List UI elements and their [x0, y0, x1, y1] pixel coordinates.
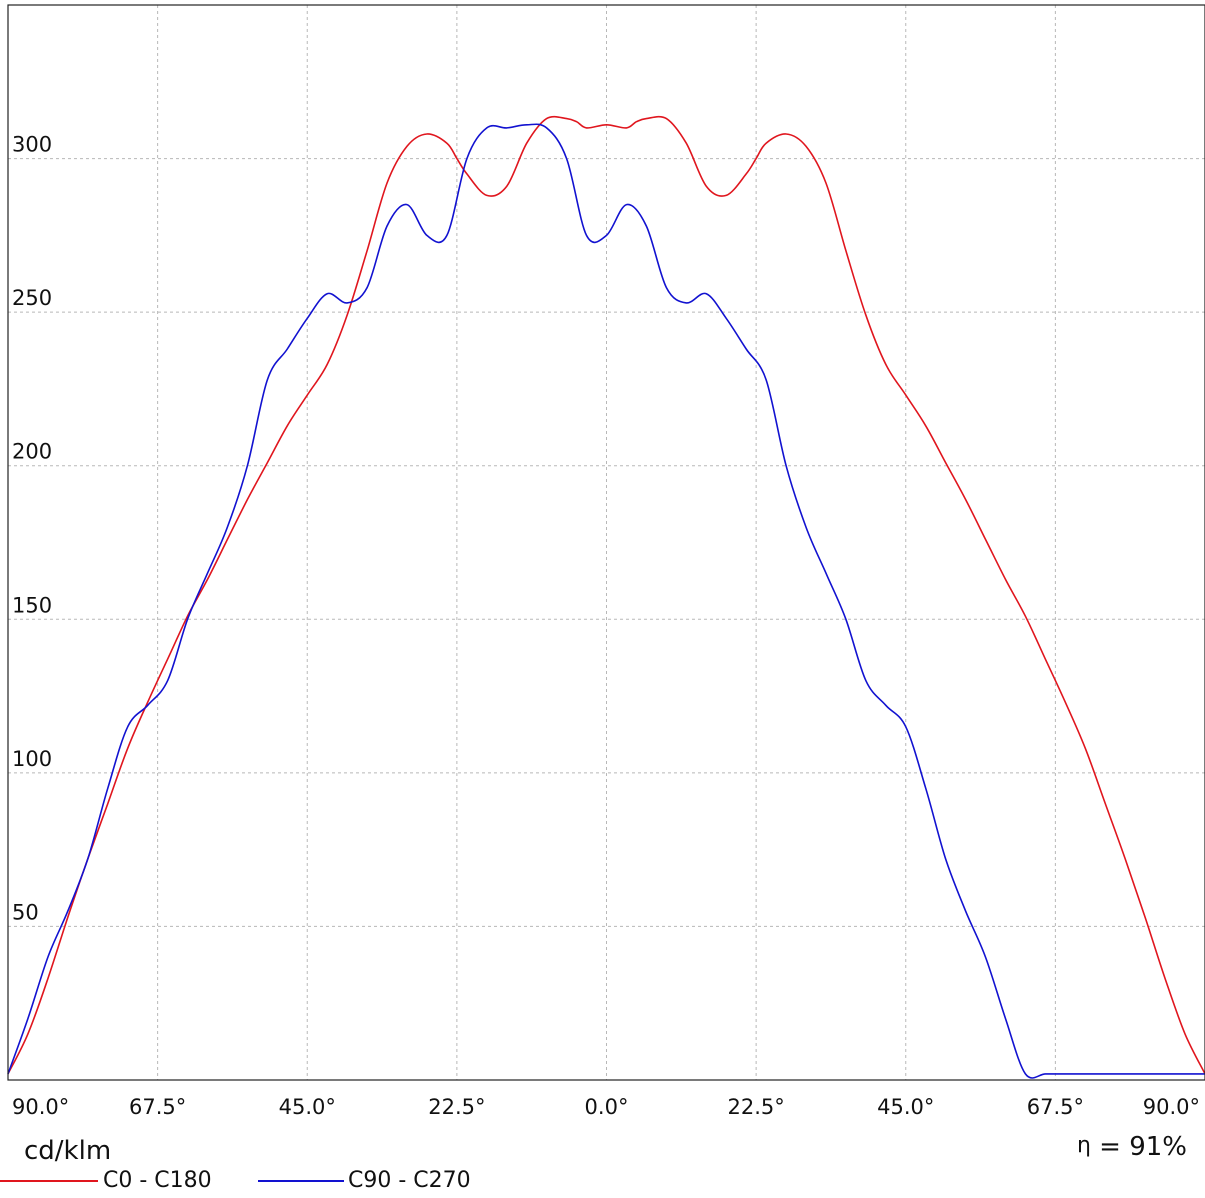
series-line-1	[7, 123, 1205, 1079]
legend-label-c0-c180: C0 - C180	[103, 1168, 212, 1193]
efficiency-label: η = 91%	[1077, 1132, 1187, 1162]
efficiency-symbol: η	[1076, 1133, 1091, 1158]
y-tick-250: 250	[12, 286, 52, 310]
x-tick-5: 22.5°	[727, 1095, 784, 1119]
y-tick-200: 200	[12, 440, 52, 464]
unit-label: cd/klm	[24, 1136, 112, 1166]
y-tick-350: 350	[12, 0, 52, 3]
grid	[8, 4, 1205, 1080]
series-line-0	[7, 115, 1205, 1075]
x-tick-4: 0.0°	[585, 1095, 629, 1119]
x-tick-2: 45.0°	[279, 1095, 336, 1119]
x-tick-8: 90.0°	[1143, 1095, 1200, 1119]
efficiency-value: = 91%	[1099, 1132, 1187, 1162]
y-tick-50: 50	[12, 900, 39, 924]
x-tick-3: 22.5°	[428, 1095, 485, 1119]
x-tick-6: 45.0°	[877, 1095, 934, 1119]
plot-frame	[7, 4, 1205, 1081]
x-tick-labels: 90.0° 67.5° 45.0° 22.5° 0.0° 22.5° 45.0° 67.5° 9…	[12, 1095, 1200, 1119]
y-tick-150: 150	[12, 593, 52, 617]
x-tick-0: 90.0°	[12, 1095, 69, 1119]
y-tick-300: 300	[12, 133, 52, 157]
x-tick-1: 67.5°	[129, 1095, 186, 1119]
legend-label-c90-c270: C90 - C270	[348, 1168, 471, 1193]
legend-swatch-c0-c180	[0, 1180, 98, 1182]
y-tick-labels: 50 100 150 200 250 300 350	[12, 0, 52, 924]
legend-swatch-c90-c270	[258, 1180, 344, 1182]
x-tick-7: 67.5°	[1027, 1095, 1084, 1119]
y-tick-100: 100	[12, 747, 52, 771]
series-lines	[7, 115, 1205, 1079]
